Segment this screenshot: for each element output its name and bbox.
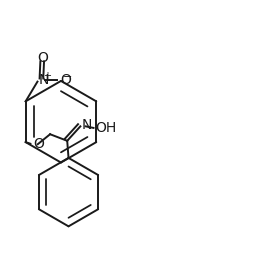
Text: N: N xyxy=(39,73,49,87)
Text: −: − xyxy=(63,72,72,82)
Text: O: O xyxy=(33,137,44,151)
Text: O: O xyxy=(60,73,71,87)
Text: N: N xyxy=(82,118,92,132)
Text: OH: OH xyxy=(95,121,116,135)
Text: O: O xyxy=(37,52,48,66)
Text: +: + xyxy=(44,71,51,81)
